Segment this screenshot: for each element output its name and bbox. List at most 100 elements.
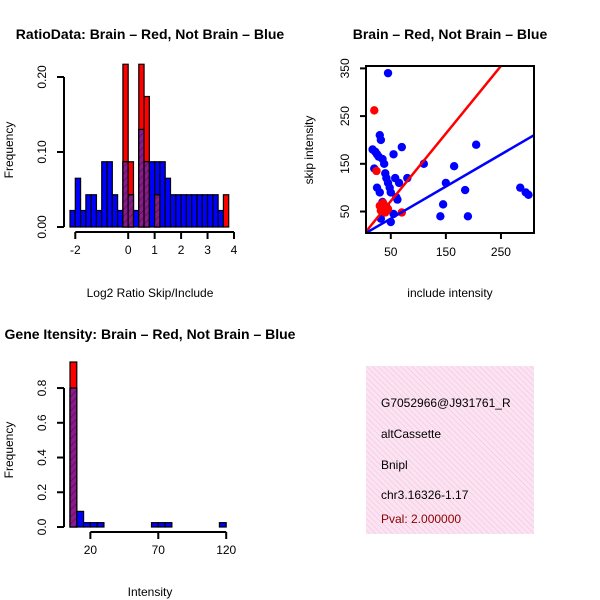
scatter-x-tick-label: 150 xyxy=(436,245,456,259)
intensity-histogram-bar-notbrain xyxy=(82,522,91,528)
ratio-histogram-bars xyxy=(69,63,230,228)
ratio-histogram-bar-notbrain xyxy=(180,194,187,228)
scatter-point-notbrain xyxy=(379,159,389,169)
intensity-histogram-y-tick-label: 0.4 xyxy=(35,449,49,466)
scatter-point-brain xyxy=(370,106,379,115)
scatter-plot-area: 50 150 250 50 150 250 350 xyxy=(338,58,535,259)
scatter-panel: Brain – Red, Not Brain – Blue 50 150 25050… xyxy=(302,26,548,300)
scatter-point-notbrain xyxy=(460,185,470,195)
ratio-histogram-bar-notbrain xyxy=(74,177,82,228)
scatter-point-brain xyxy=(372,166,381,176)
ratio-histogram-bar-notbrain xyxy=(132,209,140,228)
ratio-histogram-bar-overlap xyxy=(143,161,150,228)
ratio-histogram-bar-notbrain xyxy=(159,161,166,228)
scatter-point-brain xyxy=(378,198,388,208)
intensity-histogram-y-tick-label: 0.2 xyxy=(35,484,49,501)
ratio-histogram-bar-notbrain xyxy=(117,209,124,228)
scatter-point-notbrain xyxy=(376,135,386,145)
ratio-histogram-bar-overlap xyxy=(127,194,135,228)
ratio-histogram-bar-notbrain xyxy=(106,161,113,228)
ratio-histogram-bar-notbrain xyxy=(196,194,203,228)
ratio-histogram-x-tick-label: -2 xyxy=(70,243,81,257)
ratio-histogram-xlabel: Log2 Ratio Skip/Include xyxy=(87,286,214,300)
scatter-point-notbrain xyxy=(516,183,525,192)
intensity-histogram-bars xyxy=(69,361,227,528)
ratio-histogram-bar-notbrain xyxy=(185,194,193,228)
scatter-y-tick-label: 350 xyxy=(338,58,352,78)
intensity-histogram-y-tick-label: 0.8 xyxy=(35,379,49,396)
info-id: G7052966@J931761_R xyxy=(381,396,511,410)
scatter-fit-line-brain xyxy=(366,66,503,233)
intensity-histogram-x-tick-label: 70 xyxy=(152,543,166,557)
scatter-frame xyxy=(365,65,535,234)
ratio-histogram-x-tick-label: 0 xyxy=(125,243,132,257)
scatter-y-tick-label: 250 xyxy=(338,106,352,126)
ratio-histogram-y-tick-label: 0.10 xyxy=(35,140,49,164)
ratio-histogram-bar-notbrain xyxy=(169,194,177,228)
ratio-histogram-x-tick-label: 4 xyxy=(231,243,238,257)
ratio-histogram-ylabel: Frequency xyxy=(2,122,16,179)
scatter-fit-line-notbrain xyxy=(366,134,534,233)
intensity-histogram-xlabel: Intensity xyxy=(128,585,173,599)
scatter-x-tick-label: 250 xyxy=(491,245,511,259)
intensity-histogram-ylabel: Frequency xyxy=(2,422,16,479)
scatter-point-notbrain xyxy=(463,212,473,221)
intensity-histogram-bar-overlap xyxy=(69,387,78,528)
intensity-histogram-bar-notbrain xyxy=(89,522,98,528)
ratio-histogram-x-tick-label: 2 xyxy=(178,243,185,257)
ratio-histogram-bar-notbrain xyxy=(90,194,98,228)
intensity-histogram-title: Gene Itensity: Brain – Red, Not Brain – … xyxy=(5,326,296,342)
intensity-histogram-x-tick-label: 120 xyxy=(216,543,236,557)
ratio-histogram-bar-notbrain xyxy=(191,194,198,228)
scatter-xlabel: include intensity xyxy=(407,286,492,300)
scatter-title: Brain – Red, Not Brain – Blue xyxy=(353,26,548,42)
ratio-histogram-bar-notbrain xyxy=(101,161,108,228)
scatter-point-notbrain xyxy=(389,150,398,159)
info-gene: Bnipl xyxy=(381,458,408,472)
ratio-histogram-y-tick-label: 0.00 xyxy=(35,215,49,239)
ratio-histogram-bar-notbrain xyxy=(175,194,182,228)
ratio-histogram-bar-notbrain xyxy=(85,194,92,228)
info-event: altCassette xyxy=(381,427,441,441)
ratio-histogram-x-tick-label: 3 xyxy=(204,243,211,257)
scatter-point-notbrain xyxy=(436,212,445,221)
ratio-histogram-bar-notbrain xyxy=(111,194,119,228)
ratio-histogram-y-tick-label: 0.20 xyxy=(35,65,49,89)
intensity-histogram-bar-notbrain xyxy=(150,522,159,528)
intensity-histogram-x-tick-label: 20 xyxy=(84,543,98,557)
scatter-x-tick-label: 50 xyxy=(384,245,398,259)
ratio-histogram-title: RatioData: Brain – Red, Not Brain – Blue xyxy=(16,26,285,42)
ratio-histogram-axes: -2 0 1 2 3 4 0.00 0.10 0.20 xyxy=(35,65,238,257)
intensity-histogram-axes: 20 70 120 0.0 0.2 0.4 0.6 0.8 xyxy=(35,379,237,557)
scatter-points xyxy=(366,66,534,233)
intensity-histogram-bar-notbrain xyxy=(76,510,85,528)
scatter-point-notbrain xyxy=(397,142,407,152)
ratio-histogram-bar-notbrain xyxy=(206,194,214,228)
scatter-point-notbrain xyxy=(383,68,393,78)
ratio-histogram-bar-notbrain xyxy=(95,209,103,228)
scatter-point-notbrain xyxy=(524,190,533,200)
scatter-y-tick-label: 150 xyxy=(338,153,352,173)
ratio-histogram-bar-notbrain xyxy=(164,177,172,228)
ratio-histogram-x-tick-label: 1 xyxy=(151,243,158,257)
scatter-point-notbrain xyxy=(394,178,404,188)
ratio-histogram-bar-notbrain xyxy=(69,209,76,228)
ratio-histogram-bar-brain xyxy=(222,194,230,228)
ratio-histogram-bar-overlap xyxy=(122,161,129,228)
info-text-clip: G7052966@J931761_R altCassette Bnipl chr… xyxy=(381,396,511,526)
intensity-histogram-y-tick-label: 0.0 xyxy=(35,518,49,535)
scatter-point-notbrain xyxy=(438,200,448,209)
scatter-point-notbrain xyxy=(386,188,395,197)
intensity-histogram-bar-notbrain xyxy=(96,522,105,528)
intensity-histogram-bar-notbrain xyxy=(157,522,166,528)
info-pval: Pval: 2.000000 xyxy=(381,512,461,526)
scatter-point-notbrain xyxy=(449,162,459,171)
scatter-y-tick-label: 50 xyxy=(338,205,352,219)
scatter-ylabel: skip intensity xyxy=(302,116,316,185)
ratio-histogram-bar-notbrain xyxy=(148,161,156,228)
intensity-histogram-bar-notbrain xyxy=(164,522,173,528)
intensity-histogram-panel: Gene Itensity: Brain – Red, Not Brain – … xyxy=(2,326,296,599)
scatter-point-notbrain xyxy=(471,140,481,149)
info-background xyxy=(366,366,534,534)
